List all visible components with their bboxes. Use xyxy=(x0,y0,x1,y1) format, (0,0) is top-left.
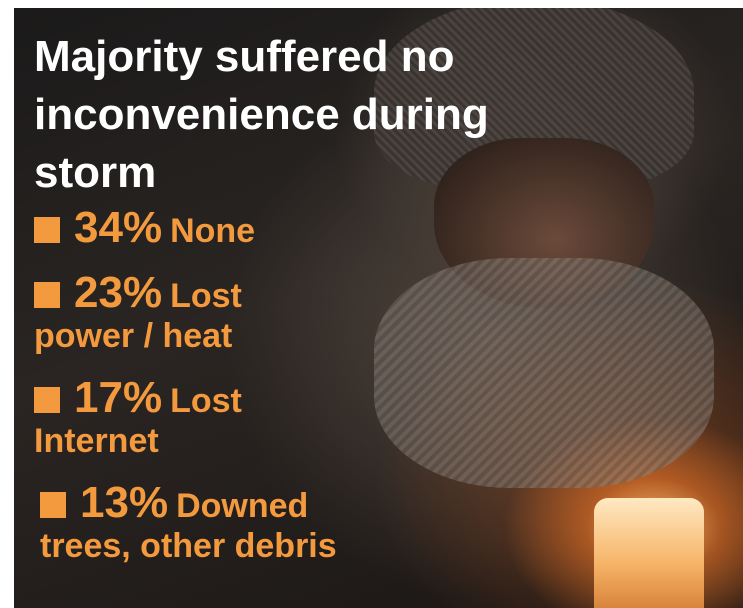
item: 17%Lost Internet xyxy=(34,378,304,461)
item-label: None xyxy=(170,212,255,250)
item-percent: 13% xyxy=(80,478,168,527)
item-percent: 23% xyxy=(74,268,162,317)
bullet-square xyxy=(34,387,60,413)
page: {"title": "Majority suffered no inconven… xyxy=(0,0,743,608)
bullet-square xyxy=(34,282,60,308)
title: Majority suffered no inconvenience durin… xyxy=(34,28,554,202)
photo-candle xyxy=(594,498,704,608)
item-percent: 34% xyxy=(74,203,162,252)
item: 13%Downed trees, other debris xyxy=(40,483,380,566)
item-list: 34%None 23%Lost power / heat 17%Lost Inter… xyxy=(34,208,554,566)
bullet-square xyxy=(40,492,66,518)
item-percent: 17% xyxy=(74,373,162,422)
bullet-square xyxy=(34,217,60,243)
item: 34%None xyxy=(34,208,394,251)
item: 23%Lost power / heat xyxy=(34,273,304,356)
content: Majority suffered no inconvenience durin… xyxy=(34,28,554,588)
photo-background: Majority suffered no inconvenience durin… xyxy=(14,8,743,608)
